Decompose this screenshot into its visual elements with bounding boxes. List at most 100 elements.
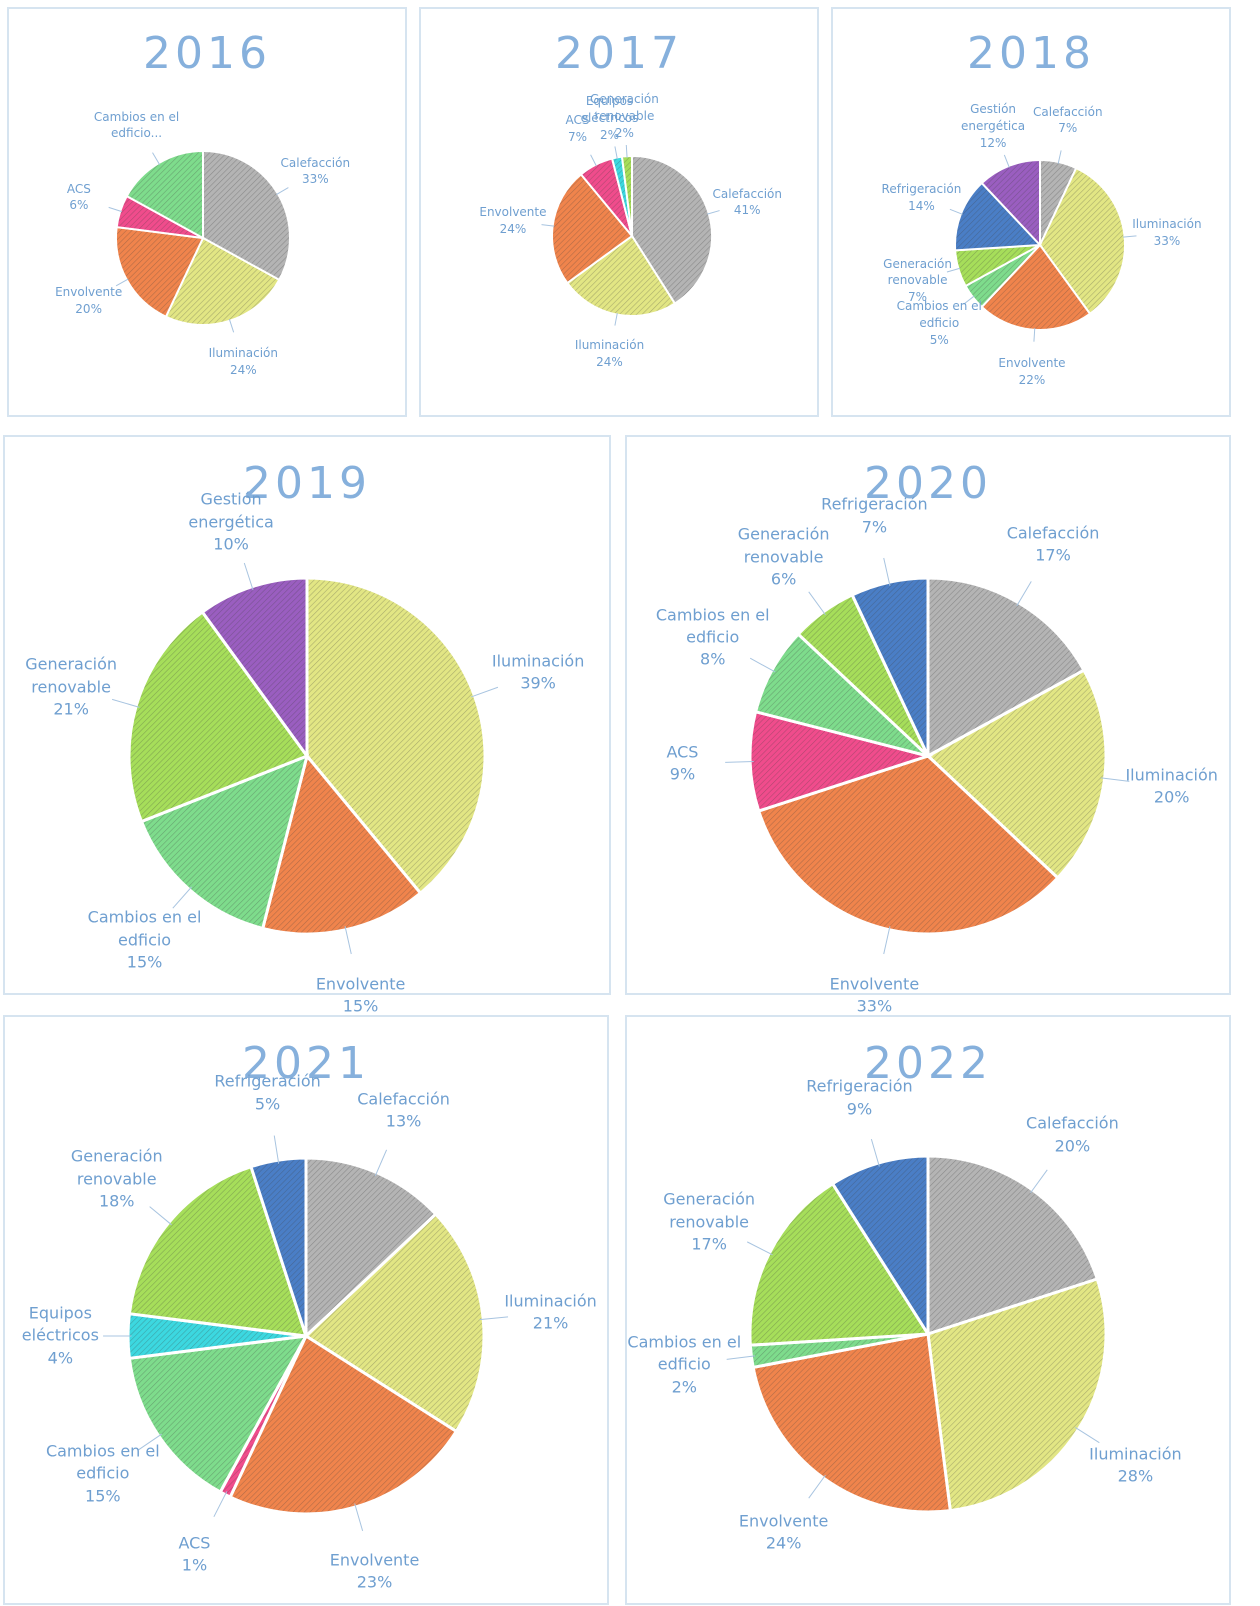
- leader-line: [946, 267, 961, 273]
- value-label: 8%: [700, 649, 726, 669]
- leader-line: [479, 1316, 509, 1321]
- category-label: Gestión energética: [188, 489, 274, 532]
- slice-label-box: Iluminación 24%: [209, 345, 278, 379]
- value-label: 33%: [301, 172, 329, 187]
- leader-line: [172, 886, 193, 909]
- chart-title: 2017: [555, 28, 683, 79]
- leader-line: [725, 760, 754, 763]
- value-label: 17%: [691, 1234, 727, 1254]
- leader-line: [808, 591, 826, 616]
- category-label: ACS: [565, 113, 590, 128]
- category-label: ACS: [666, 742, 699, 762]
- slice-label-box: Calefacción 7%: [1033, 104, 1103, 138]
- leader-line: [1033, 328, 1036, 342]
- category-label: Cambios en el edficio: [896, 298, 982, 330]
- chart-title: 2020: [864, 458, 992, 509]
- category-label: Refrigeración: [821, 494, 928, 514]
- category-label: Cambios en el edficio: [627, 1332, 742, 1374]
- category-label: Gestión energética: [961, 102, 1026, 134]
- value-label: 39%: [520, 673, 556, 693]
- slice-label-box: Envolvente 24%: [739, 1510, 829, 1555]
- category-label: Iluminación: [1132, 217, 1202, 232]
- slice-label-box: Iluminación 28%: [1089, 1443, 1181, 1488]
- category-label: ACS: [66, 181, 91, 196]
- slice-label-box: Cambios en el edficio 15%: [33, 1440, 173, 1507]
- category-label: Iluminación: [1125, 765, 1218, 785]
- slice-label-box: Refrigeración 7%: [821, 494, 927, 539]
- slice-label-box: Generación renovable 21%: [1, 654, 141, 721]
- leader-line: [137, 1433, 163, 1451]
- category-label: Refrigeración: [806, 1076, 913, 1096]
- leader-line: [354, 1503, 364, 1532]
- slice-label-box: Iluminación 39%: [492, 650, 584, 695]
- leader-line: [541, 224, 555, 227]
- slice-label-box: Envolvente 22%: [998, 355, 1065, 389]
- slice-label-box: Iluminación 20%: [1125, 764, 1217, 809]
- slice-label-box: ACS 1%: [178, 1532, 210, 1577]
- slice-label-box: Envolvente 15%: [316, 973, 406, 1018]
- slice-label-box: Cambios en el edficio 8%: [643, 604, 783, 671]
- leader-line: [470, 686, 499, 698]
- slice-label-box: Cambios en el edficio 5%: [892, 298, 987, 348]
- value-label: 6%: [69, 198, 89, 213]
- leader-line: [870, 1138, 880, 1167]
- leader-line: [243, 562, 254, 591]
- category-label: Iluminación: [504, 1291, 597, 1311]
- value-label: 13%: [385, 1111, 422, 1131]
- slice-label-box: Equipos eléctricos 2%: [562, 93, 657, 143]
- category-label: Envolvente: [329, 1550, 420, 1570]
- category-label: Envolvente: [829, 974, 920, 994]
- leader-line: [749, 657, 776, 673]
- leader-line: [1003, 154, 1010, 168]
- value-label: 9%: [669, 764, 696, 784]
- leader-line: [726, 1355, 755, 1360]
- value-label: 17%: [1035, 545, 1071, 565]
- slice-label-box: ACS 7%: [566, 112, 590, 146]
- leader-line: [115, 278, 129, 287]
- slice-label-box: Envolvente 23%: [330, 1549, 420, 1594]
- leader-line: [614, 146, 618, 160]
- category-label: Refrigeración: [881, 182, 962, 197]
- value-label: 24%: [499, 221, 527, 236]
- value-label: 23%: [356, 1572, 393, 1592]
- category-label: Generación renovable: [590, 92, 659, 123]
- category-label: Equipos eléctricos: [580, 93, 639, 125]
- category-label: Envolvente: [479, 205, 547, 220]
- leader-line: [614, 312, 618, 326]
- leader-line: [1101, 777, 1130, 782]
- chart-title: 2016: [143, 28, 271, 79]
- value-label: 5%: [254, 1094, 281, 1114]
- value-label: 2%: [599, 127, 620, 142]
- value-label: 7%: [861, 517, 888, 537]
- slice-label-box: Envolvente 20%: [55, 284, 122, 318]
- slice-label-box: Refrigeración 9%: [806, 1076, 912, 1121]
- slice-label-box: Calefacción 17%: [1007, 522, 1100, 567]
- leader-line: [273, 1135, 280, 1164]
- leader-line: [149, 1206, 172, 1226]
- category-label: Generación renovable: [663, 1189, 756, 1232]
- category-label: Iluminación: [208, 346, 278, 361]
- slice-label-box: Gestión energética 12%: [946, 101, 1041, 151]
- slice-label-box: Generación renovable 18%: [47, 1146, 187, 1213]
- slice-label-box: Envolvente 24%: [479, 204, 546, 238]
- value-label: 1%: [181, 1555, 208, 1575]
- category-label: Cambios en el edficio: [655, 605, 770, 647]
- leader-line: [108, 206, 123, 213]
- leader-line: [590, 154, 597, 167]
- leader-line: [1057, 150, 1062, 164]
- category-label: Calefacción: [1006, 523, 1100, 543]
- slice-label-box: Generación renovable 2%: [577, 91, 672, 141]
- category-label: ACS: [178, 1533, 211, 1553]
- slice-label-box: Generación renovable 6%: [714, 524, 854, 591]
- value-label: 21%: [53, 699, 89, 719]
- slice-label-box: Envolvente 33%: [830, 973, 920, 1018]
- slice-label-box: Calefacción 20%: [1026, 1113, 1119, 1158]
- leader-line: [949, 208, 963, 215]
- leader-line: [276, 187, 289, 196]
- leader-line: [374, 1149, 388, 1177]
- category-label: Generación renovable: [70, 1146, 163, 1189]
- leader-line: [1030, 1169, 1048, 1194]
- slice-label-box: Iluminación 21%: [504, 1290, 596, 1335]
- leader-line: [746, 1241, 773, 1256]
